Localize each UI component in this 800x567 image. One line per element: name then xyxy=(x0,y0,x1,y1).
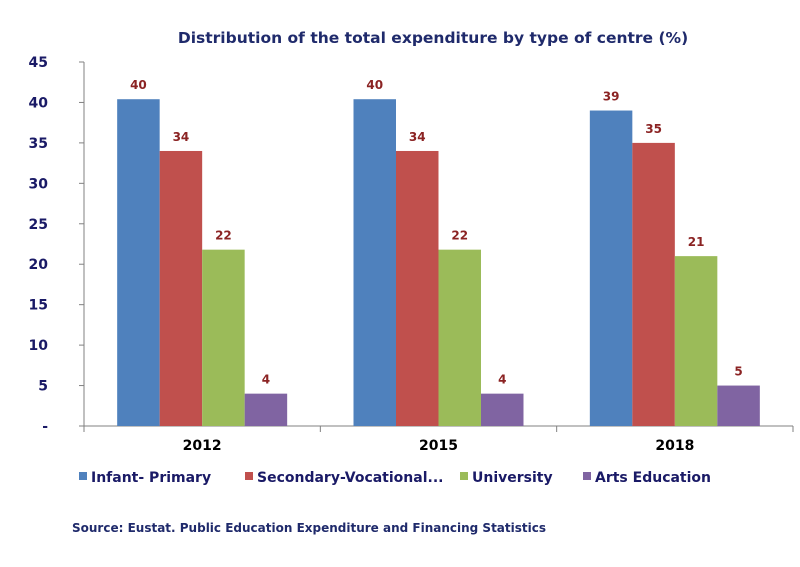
data-label: 5 xyxy=(734,365,742,379)
y-tick-label: 30 xyxy=(29,176,49,192)
bar xyxy=(589,110,633,427)
data-label: 40 xyxy=(366,78,383,92)
x-tick-label: 2012 xyxy=(183,438,222,454)
legend-label: University xyxy=(472,470,553,486)
x-axis: 2012 2015 2018 xyxy=(83,425,794,454)
bar xyxy=(244,393,288,426)
y-tick-label: 20 xyxy=(29,257,49,273)
y-tick-label: 35 xyxy=(29,136,48,152)
legend-swatch xyxy=(79,472,87,480)
bar xyxy=(717,385,760,426)
data-label: 4 xyxy=(498,373,506,387)
data-labels: 40 34 22 4 40 34 22 4 39 35 21 5 xyxy=(130,78,743,386)
y-tick-label: 10 xyxy=(29,338,49,354)
legend-label: Infant- Primary xyxy=(91,470,211,486)
bar xyxy=(438,249,481,426)
bar xyxy=(632,142,675,426)
legend-label: Arts Education xyxy=(595,470,711,486)
legend-swatch xyxy=(460,472,468,480)
data-label: 21 xyxy=(688,235,705,249)
y-tick-label: 5 xyxy=(38,379,48,395)
y-tick-label: - xyxy=(42,419,48,435)
bar xyxy=(396,150,439,426)
bar xyxy=(159,150,203,426)
y-tick-label: 45 xyxy=(29,55,48,71)
data-label: 34 xyxy=(173,130,190,144)
chart-title: Distribution of the total expenditure by… xyxy=(178,29,688,47)
bar xyxy=(117,99,160,426)
data-label: 22 xyxy=(451,229,468,243)
legend: Infant- Primary Secondary-Vocational... Un… xyxy=(79,470,711,486)
data-label: 34 xyxy=(409,130,426,144)
legend-swatch xyxy=(583,472,591,480)
y-axis: - 5 10 15 20 25 30 35 40 45 xyxy=(29,55,85,435)
y-tick-label: 25 xyxy=(29,217,48,233)
x-tick-label: 2015 xyxy=(419,438,458,454)
bar xyxy=(674,256,718,426)
bars xyxy=(117,99,760,427)
legend-label: Secondary-Vocational... xyxy=(257,470,443,486)
x-tick-label: 2018 xyxy=(655,438,694,454)
legend-swatch xyxy=(245,472,253,480)
data-label: 22 xyxy=(215,229,232,243)
data-label: 4 xyxy=(262,373,270,387)
source-note: Source: Eustat. Public Education Expendi… xyxy=(72,521,546,535)
y-tick-label: 15 xyxy=(29,298,48,314)
data-label: 40 xyxy=(130,78,147,92)
data-label: 39 xyxy=(603,90,620,104)
bar xyxy=(202,249,245,426)
data-label: 35 xyxy=(645,122,662,136)
y-tick-label: 40 xyxy=(29,95,49,111)
bar xyxy=(481,393,524,426)
bar xyxy=(353,99,396,426)
